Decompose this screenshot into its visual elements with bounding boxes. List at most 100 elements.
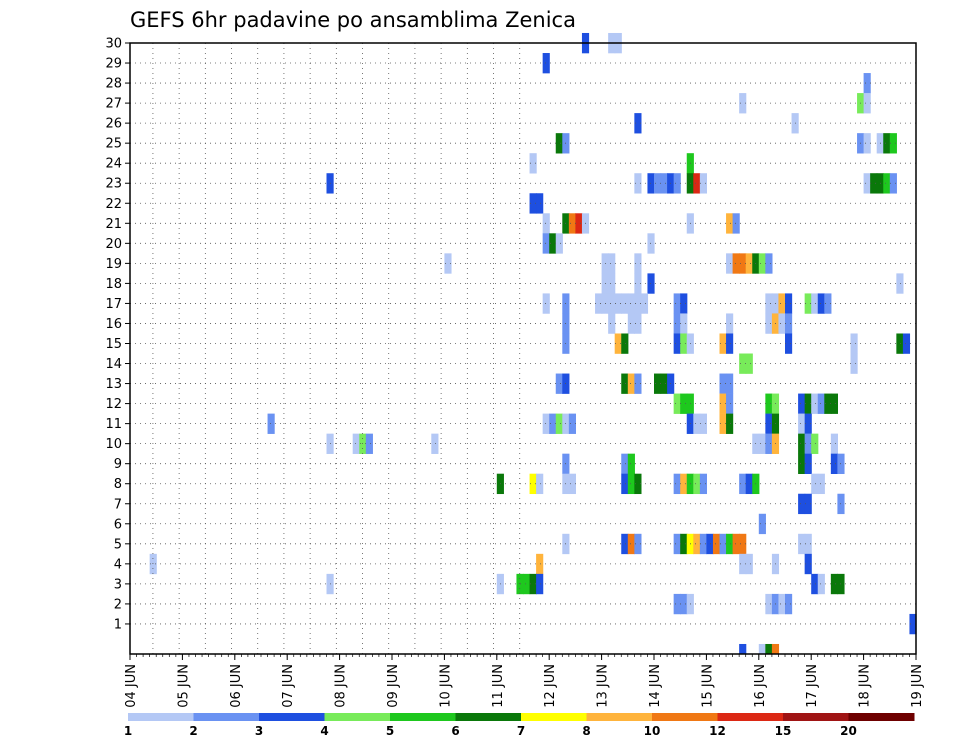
heatmap-cell (804, 393, 812, 414)
y-tick-label: 19 (105, 257, 122, 272)
heatmap-cell (634, 173, 642, 194)
heatmap-cell (673, 533, 681, 555)
heatmap-cell (902, 333, 911, 354)
heatmap-cell (523, 573, 531, 595)
x-tick-label: 04 JUN (124, 664, 139, 708)
heatmap-cell (621, 333, 629, 354)
y-tick-label: 18 (105, 277, 122, 292)
heatmap-cell (798, 493, 806, 515)
heatmap-cell (830, 393, 838, 414)
heatmap-cell (798, 393, 806, 414)
colorbar-swatch (324, 713, 391, 721)
heatmap-cell (817, 293, 825, 314)
heatmap-cell (732, 533, 740, 555)
heatmap-cell (654, 373, 662, 394)
colorbar-swatch (848, 713, 915, 721)
colorbar-swatch (193, 713, 260, 721)
x-tick-label: 09 JUN (386, 664, 401, 708)
heatmap-cell (627, 473, 635, 495)
heatmap-cell (811, 573, 819, 595)
heatmap-cell (608, 273, 616, 294)
heatmap-cell (634, 273, 642, 294)
y-tick-label: 7 (114, 497, 122, 512)
y-tick-label: 15 (105, 337, 122, 352)
heatmap-cell (431, 433, 439, 454)
heatmap-cell (627, 373, 635, 394)
heatmap-cell (778, 313, 786, 334)
y-tick-label: 12 (105, 397, 122, 412)
heatmap-cell (536, 553, 544, 575)
heatmap-cell (634, 293, 642, 314)
heatmap-cell (778, 293, 786, 314)
heatmap-cell (660, 373, 668, 394)
heatmap-cell (680, 593, 688, 615)
heatmap-cell (739, 93, 747, 114)
heatmap-cell (811, 393, 819, 414)
x-axis-ticks: 04 JUN 05 JUN 06 JUN 07 JUN 08 JUN 09 JUN 10 J… (124, 654, 925, 708)
heatmap-cell (804, 433, 812, 454)
y-tick-label: 13 (105, 377, 122, 392)
heatmap-cell (536, 573, 544, 595)
y-tick-label: 11 (105, 417, 122, 432)
heatmap-cell (726, 333, 734, 354)
heatmap-cell (758, 513, 766, 535)
heatmap-cell (758, 253, 766, 274)
heatmap-cell (634, 113, 642, 134)
heatmap-cell (673, 473, 681, 495)
heatmap-cell (680, 393, 688, 414)
heatmap-cell (745, 353, 753, 374)
colorbar-label: 4 (320, 724, 328, 738)
x-tick-label: 19 JUN (910, 664, 925, 708)
heatmap-cell (680, 533, 688, 555)
heatmap-cell (634, 373, 642, 394)
heatmap-cell (634, 533, 642, 555)
heatmap-cell (850, 353, 858, 374)
heatmap-cell (267, 413, 275, 434)
heatmap-cell (693, 473, 701, 495)
heatmap-cell (804, 553, 812, 575)
heatmap-cell (765, 593, 773, 615)
heatmap-cell (542, 233, 550, 254)
heatmap-cell (549, 413, 557, 434)
y-tick-label: 10 (105, 437, 122, 452)
heatmap-cell (149, 553, 157, 575)
x-tick-label: 14 JUN (648, 664, 663, 708)
colorbar-swatch (717, 713, 784, 721)
y-tick-label: 28 (105, 77, 122, 92)
heatmap-cell (811, 473, 819, 495)
heatmap-cell (673, 313, 681, 334)
x-tick-label: 13 JUN (596, 664, 611, 708)
heatmap-cell (621, 373, 629, 394)
heatmap-cell (732, 253, 740, 274)
colorbar-label: 6 (451, 724, 459, 738)
heatmap-cell (555, 413, 563, 434)
heatmap-cell (804, 533, 812, 555)
heatmap-cell (549, 233, 557, 254)
x-tick-label: 05 JUN (176, 664, 191, 708)
x-tick-label: 11 JUN (491, 664, 506, 708)
heatmap-cell (804, 293, 812, 314)
heatmap-cell (608, 313, 616, 334)
x-tick-label: 10 JUN (438, 664, 453, 708)
heatmap-cell (673, 333, 681, 354)
heatmap-cell (726, 313, 734, 334)
colorbar-label: 7 (517, 724, 525, 738)
heatmap-cell (693, 413, 701, 434)
heatmap-cell (627, 453, 635, 474)
heatmap-cell (889, 173, 897, 194)
heatmap-cell (719, 413, 727, 434)
colorbar-swatch (128, 713, 194, 721)
x-tick-label: 15 JUN (700, 664, 715, 708)
heatmap-cell (739, 533, 747, 555)
y-tick-label: 8 (114, 477, 122, 492)
heatmap-cell (693, 533, 701, 555)
heatmap-cell (745, 473, 753, 495)
heatmap-cell (889, 133, 897, 154)
heatmap-cell (680, 473, 688, 495)
colorbar-label: 10 (644, 724, 661, 738)
heatmap-cell (765, 433, 773, 454)
heatmap-cell (765, 643, 773, 655)
y-tick-label: 6 (114, 517, 122, 532)
heatmap-cell (765, 393, 773, 414)
heatmap-cell (634, 473, 642, 495)
